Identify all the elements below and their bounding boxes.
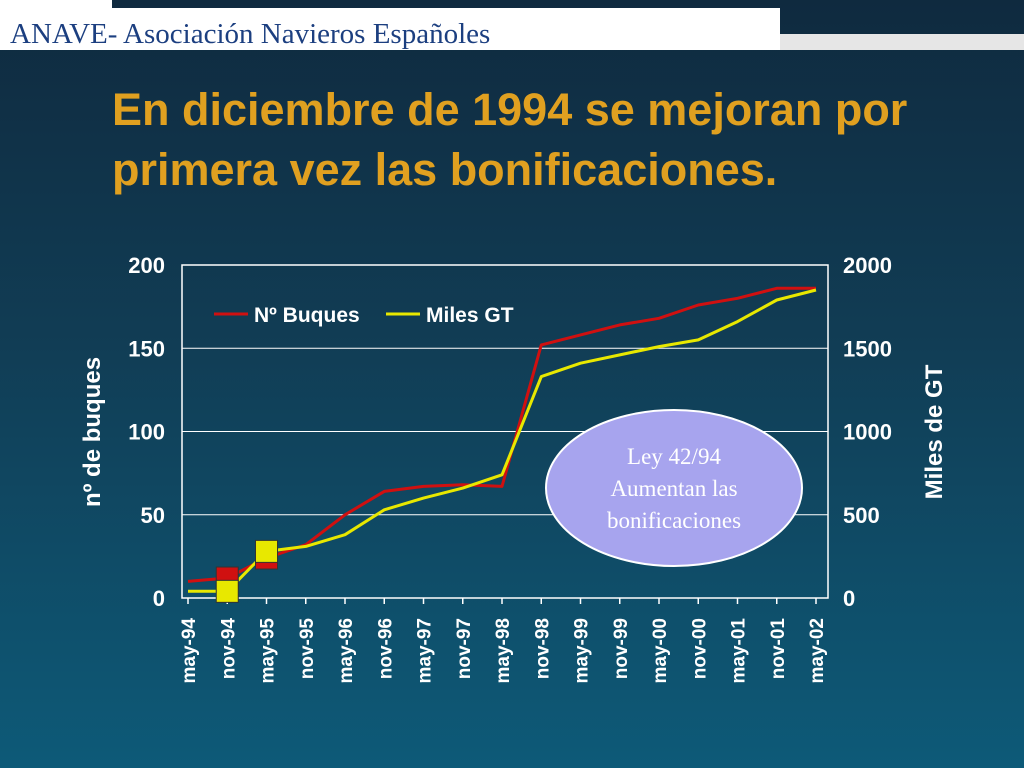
right-tick-label: 1000 (843, 420, 892, 445)
x-tick-label: nov-99 (611, 618, 632, 679)
right-tick-label: 0 (843, 586, 855, 611)
left-tick-label: 100 (128, 420, 165, 445)
left-tick-label: 50 (141, 503, 165, 528)
legend-label: Nº Buques (254, 304, 360, 327)
series-line-gt (188, 288, 817, 593)
x-tick-label: may-94 (179, 618, 200, 684)
org-name: ANAVE- Asociación Navieros Españoles (10, 18, 491, 50)
annotation-text: Ley 42/94 (627, 444, 721, 469)
right-tick-label: 500 (843, 503, 880, 528)
x-tick-label: nov-97 (454, 618, 475, 679)
x-tick-label: nov-94 (218, 618, 239, 680)
x-tick-label: nov-95 (297, 618, 318, 680)
x-tick-label: may-99 (572, 618, 593, 684)
x-tick-label: may-96 (336, 618, 357, 684)
annotation-ellipse (545, 409, 803, 567)
x-tick-label: nov-98 (532, 618, 553, 679)
header-white-bar (0, 8, 780, 50)
right-tick-label: 1500 (843, 336, 892, 361)
right-tick-label: 2000 (843, 253, 892, 278)
header-gray-bar (780, 34, 1024, 50)
slide-title: En diciembre de 1994 se mejoran por prim… (112, 84, 908, 195)
highlight-point (255, 539, 278, 563)
left-axis-title: nº de buques (79, 357, 106, 507)
left-tick-label: 200 (128, 253, 165, 278)
left-tick-label: 0 (153, 586, 165, 611)
x-tick-label: nov-00 (689, 618, 710, 679)
annotation-text: bonificaciones (607, 508, 741, 533)
header-tab (0, 0, 112, 10)
x-tick-label: may-95 (258, 618, 279, 684)
legend-label: Miles GT (426, 304, 514, 327)
annotation-text: Aumentan las (610, 476, 737, 501)
x-tick-label: may-97 (415, 618, 436, 684)
header-band: ANAVE- Asociación Navieros Españoles (0, 0, 1024, 50)
x-tick-label: may-98 (493, 618, 514, 684)
left-tick-label: 150 (128, 336, 165, 361)
right-axis-title: Miles de GT (921, 364, 948, 499)
x-tick-label: may-01 (729, 618, 750, 684)
x-tick-label: may-00 (650, 618, 671, 684)
x-tick-label: nov-96 (375, 618, 396, 679)
x-tick-label: may-02 (807, 618, 828, 684)
highlight-point (215, 579, 239, 603)
x-tick-label: nov-01 (768, 618, 789, 680)
